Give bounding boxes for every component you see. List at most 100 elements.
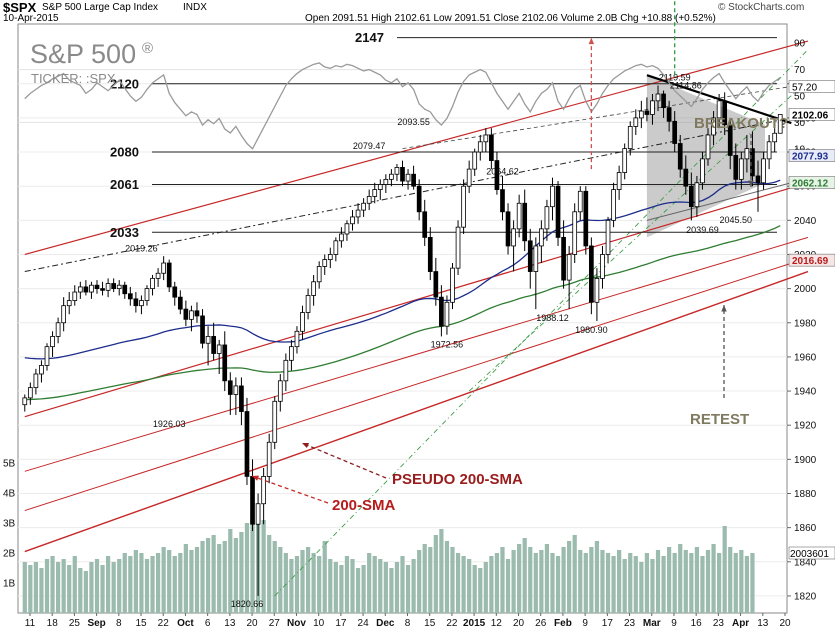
volume-bar <box>517 544 522 613</box>
volume-bar <box>539 550 544 613</box>
volume-bar <box>67 565 72 613</box>
volume-bar <box>550 553 555 613</box>
x-tick-label: 9 <box>671 618 677 629</box>
candle-body <box>655 93 661 102</box>
x-tick-label: Dec <box>376 618 395 629</box>
volume-bar <box>622 559 627 613</box>
price-tick-label: 2000 <box>794 284 817 295</box>
x-tick-label: Sep <box>87 618 105 629</box>
candle-body <box>577 190 583 213</box>
volume-bar <box>361 565 366 613</box>
volume-bar <box>272 541 277 613</box>
volume-bar <box>44 559 50 613</box>
x-tick-label: 13 <box>757 618 769 629</box>
candle-body <box>616 172 622 191</box>
level-label: 2147 <box>355 30 384 45</box>
price-annotation: 2114.86 <box>670 81 702 91</box>
volume-bar <box>639 562 644 613</box>
candle-body <box>466 168 472 187</box>
volume-bar <box>183 544 188 613</box>
volume-bar <box>150 556 155 613</box>
candle-body <box>722 100 728 126</box>
price-annotation: 2093.55 <box>397 117 430 127</box>
volume-bar <box>467 559 472 613</box>
x-tick-label: 12 <box>491 618 503 629</box>
breakout-arrow-head <box>748 180 754 187</box>
volume-bar <box>567 541 572 613</box>
price-annotation: 2019.26 <box>125 244 158 254</box>
volume-bar <box>61 559 66 613</box>
volume-bar <box>439 529 444 613</box>
candle-body <box>461 185 466 228</box>
level-label: 2120 <box>110 76 139 91</box>
candle-body <box>511 228 516 247</box>
candle-body <box>333 240 339 255</box>
volume-bar <box>128 556 133 613</box>
candle-body <box>572 211 578 255</box>
candle-body <box>22 397 28 406</box>
volume-bar <box>50 556 55 613</box>
volume-bar <box>672 553 677 613</box>
volume-bar <box>489 556 494 613</box>
x-tick-label: 27 <box>269 618 281 629</box>
candle-body <box>772 132 778 143</box>
x-tick-label: 13 <box>224 618 236 629</box>
candle-body <box>316 266 322 283</box>
candle-body <box>50 336 55 348</box>
candle-body <box>350 216 355 225</box>
volume-bar <box>478 568 483 613</box>
sma-green-line <box>24 225 781 401</box>
x-tick-label: 20 <box>779 618 791 629</box>
candle-body <box>439 296 444 327</box>
price-tick-label: 1980 <box>794 318 817 329</box>
price-annotation: 1980.90 <box>575 325 608 335</box>
volume-bar <box>500 547 505 613</box>
volume-bar <box>55 562 61 613</box>
volume-bar <box>33 562 38 613</box>
candle-body <box>427 237 433 272</box>
candle-body <box>400 167 405 182</box>
trend-line <box>24 236 809 472</box>
volume-bar <box>417 550 422 613</box>
trend-line <box>646 182 792 221</box>
x-tick-label: 16 <box>691 618 703 629</box>
candle-body <box>39 365 44 375</box>
x-tick-label: 17 <box>602 618 614 629</box>
candle-body <box>133 298 139 307</box>
candle-body <box>694 182 700 208</box>
price-tick-label: 1820 <box>794 591 817 602</box>
volume-bar <box>322 541 327 613</box>
x-tick-label: 11 <box>25 618 36 629</box>
candle-body <box>166 262 172 288</box>
volume-bar <box>172 556 177 613</box>
volume-bar <box>433 535 438 613</box>
volume-bar <box>405 565 411 613</box>
watermark-title: S&P 500 <box>30 39 136 69</box>
volume-bar <box>628 553 633 613</box>
volume-bar <box>572 535 577 613</box>
rsi-line <box>24 62 781 150</box>
volume-bar <box>700 556 705 613</box>
candle-body <box>261 476 266 505</box>
x-tick-label: Oct <box>177 618 194 629</box>
candle-body <box>27 387 33 399</box>
volume-tick-label: 5B <box>3 459 16 470</box>
volume-bar <box>394 562 400 613</box>
axes: 1820184018601880190019201940196019802000… <box>3 39 835 629</box>
candle-body <box>89 284 94 293</box>
volume-bar <box>389 568 394 613</box>
candle-body <box>716 100 722 119</box>
x-tick-label: 25 <box>69 618 81 629</box>
volume-bar <box>222 541 227 613</box>
x-tick-label: Nov <box>287 618 306 629</box>
candle-body <box>472 151 478 170</box>
volume-bar <box>289 559 294 613</box>
volume-bar <box>205 538 211 613</box>
candle-body <box>633 117 639 127</box>
level-label: 2061 <box>110 177 139 192</box>
close-tag-box <box>788 108 835 121</box>
candle-body <box>644 110 650 115</box>
x-tick-label: Mar <box>643 618 661 629</box>
candle-body <box>589 245 594 303</box>
candle-body <box>727 124 733 156</box>
